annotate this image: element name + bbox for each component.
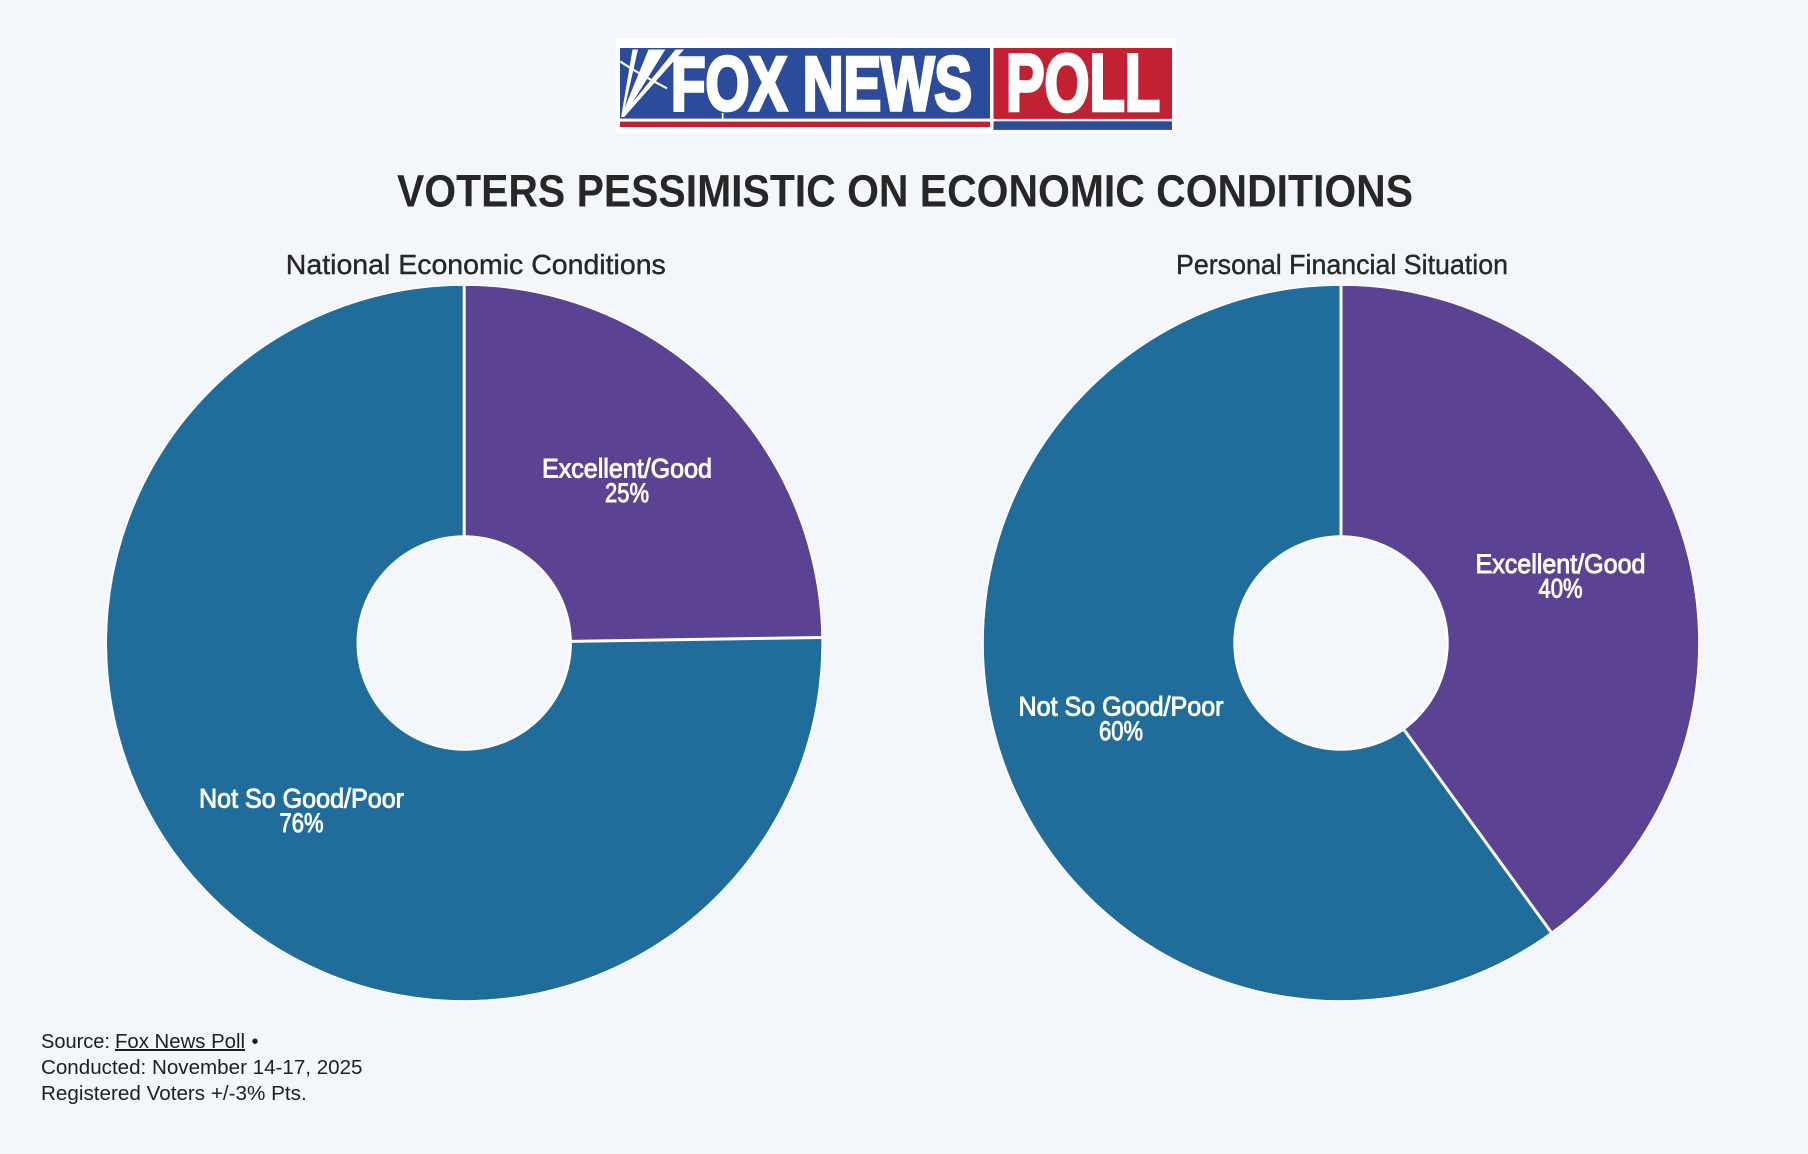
svg-text:Excellent/Good: Excellent/Good xyxy=(542,454,712,484)
svg-text:POLL: POLL xyxy=(1006,38,1160,128)
svg-text:FOX NEWS: FOX NEWS xyxy=(671,42,972,127)
svg-text:Not So Good/Poor: Not So Good/Poor xyxy=(199,784,404,814)
svg-text:Conducted: November 14-17, 202: Conducted: November 14-17, 2025 xyxy=(41,1057,363,1079)
svg-text:Registered Voters +/-3% Pts.: Registered Voters +/-3% Pts. xyxy=(41,1083,307,1105)
svg-text:25%: 25% xyxy=(605,478,649,508)
svg-text:Excellent/Good: Excellent/Good xyxy=(1476,549,1646,579)
svg-text:Not So Good/Poor: Not So Good/Poor xyxy=(1019,692,1224,722)
svg-text:76%: 76% xyxy=(280,808,324,838)
svg-text:Source:Fox News Poll•: Source: Fox News Poll • xyxy=(41,1031,259,1053)
svg-text:40%: 40% xyxy=(1539,574,1583,604)
svg-text:60%: 60% xyxy=(1099,716,1143,746)
svg-text:Personal Financial Situation: Personal Financial Situation xyxy=(1176,248,1508,280)
svg-text:National Economic Conditions: National Economic Conditions xyxy=(286,248,666,280)
svg-text:VOTERS PESSIMISTIC ON ECONOMIC: VOTERS PESSIMISTIC ON ECONOMIC CONDITION… xyxy=(397,166,1413,217)
